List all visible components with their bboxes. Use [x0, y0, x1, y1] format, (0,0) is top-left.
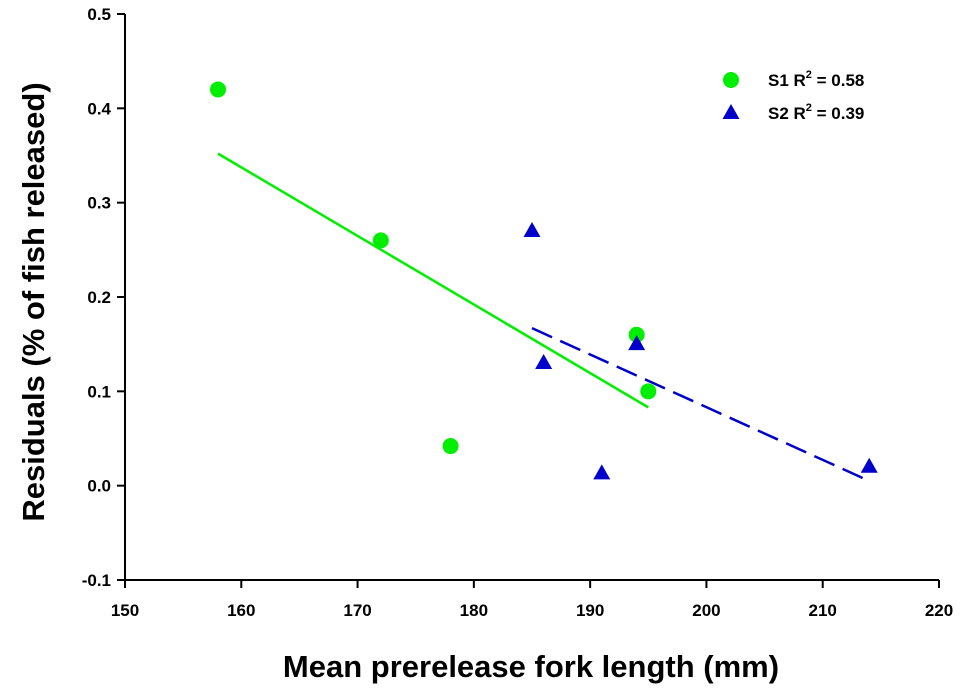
triangle-point-s2 — [860, 457, 878, 473]
circle-point-s1 — [442, 438, 459, 455]
triangle-point-s2 — [523, 221, 541, 237]
legend-superscript: 2 — [806, 69, 812, 81]
legend-label-text: S1 R — [768, 71, 806, 90]
y-tick-label: 0.3 — [87, 194, 111, 213]
legend-marker-s1 — [723, 72, 739, 88]
circle-point-s1 — [640, 383, 657, 400]
triangle-point-s2 — [593, 464, 611, 480]
legend-label-s2: S2 R2 = 0.39 — [768, 102, 864, 123]
x-tick-label: 200 — [692, 601, 720, 620]
y-tick-label: 0.2 — [87, 288, 111, 307]
y-tick-label: -0.1 — [82, 571, 111, 590]
legend-r2-value: = 0.58 — [812, 71, 864, 90]
y-tick-label: 0.4 — [87, 99, 111, 118]
x-tick-label: 150 — [111, 601, 139, 620]
regression-line-s2 — [531, 326, 870, 483]
triangle-point-s2 — [628, 335, 646, 351]
x-tick-label: 160 — [227, 601, 255, 620]
legend-label-text: S2 R — [768, 104, 806, 123]
circle-point-s1 — [210, 81, 227, 98]
x-tick-label: 170 — [343, 601, 371, 620]
x-tick-label: 220 — [925, 601, 953, 620]
circle-point-s1 — [372, 232, 389, 249]
y-tick-label: 0.1 — [87, 382, 111, 401]
legend-marker-s2 — [722, 104, 740, 119]
regression-lines — [217, 152, 870, 483]
y-axis-title: Residuals (% of fish released) — [16, 82, 51, 521]
legend-superscript: 2 — [806, 102, 812, 114]
data-points — [210, 81, 878, 480]
legend-label-s1: S1 R2 = 0.58 — [768, 69, 864, 90]
triangle-point-s2 — [535, 354, 553, 370]
x-axis-title: Mean prerelease fork length (mm) — [283, 649, 779, 684]
axes: 150 160 170 180 190 200 210 220 -0.1 0.0 0.1 0.2 0.3… — [82, 5, 953, 620]
x-tick-label: 180 — [460, 601, 488, 620]
y-tick-label: 0.0 — [87, 477, 111, 496]
x-tick-label: 190 — [576, 601, 604, 620]
circle-point-s1 — [628, 326, 645, 343]
legend-r2-value: = 0.39 — [812, 104, 864, 123]
x-tick-label: 210 — [809, 601, 837, 620]
regression-line-s1 — [217, 152, 649, 409]
y-tick-label: 0.5 — [87, 5, 111, 24]
